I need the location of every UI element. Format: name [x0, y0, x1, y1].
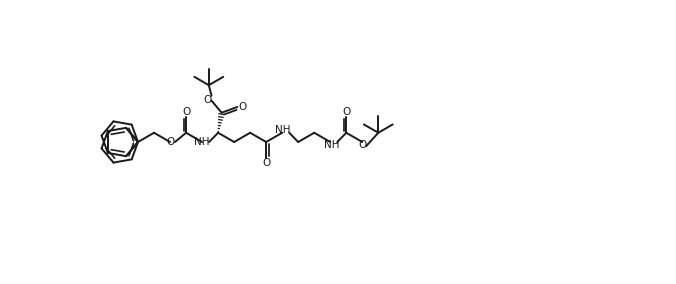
Text: O: O	[358, 140, 366, 150]
Text: NH: NH	[275, 125, 291, 135]
Text: O: O	[182, 107, 190, 117]
Text: O: O	[342, 107, 350, 117]
Text: O: O	[262, 158, 270, 168]
Text: NH: NH	[194, 137, 210, 147]
Text: NH: NH	[324, 140, 339, 150]
Text: O: O	[238, 102, 247, 112]
Text: O: O	[203, 95, 212, 105]
Text: O: O	[166, 137, 174, 147]
